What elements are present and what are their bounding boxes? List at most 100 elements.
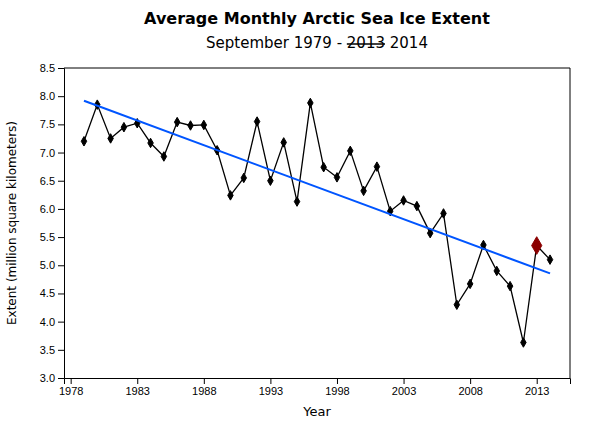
y-tick: 8.5 bbox=[40, 62, 64, 74]
x-tick: 2013 bbox=[525, 378, 549, 397]
fit-line bbox=[84, 101, 550, 274]
y-tick-label: 5.0 bbox=[40, 259, 55, 271]
y-tick-label: 4.5 bbox=[40, 287, 55, 299]
chart-svg: 1978 1983 1988 1993 1998 2003 2008 2013 3.0 3.5 4.… bbox=[0, 0, 590, 426]
y-axis: 3.0 3.5 4.0 4.5 5.0 5.5 6.0 6.5 7.0 7.5 8.0 8.5 bbox=[40, 62, 65, 384]
y-tick-mark bbox=[58, 96, 64, 97]
data-point bbox=[547, 255, 552, 264]
x-tick-label: 1998 bbox=[325, 385, 349, 397]
data-point bbox=[308, 98, 313, 107]
y-tick-mark bbox=[58, 265, 64, 266]
data-point bbox=[507, 281, 512, 290]
y-tick: 4.5 bbox=[40, 287, 64, 299]
plot-area bbox=[81, 98, 553, 347]
plot-frame bbox=[570, 68, 571, 378]
y-tick-mark bbox=[58, 124, 64, 125]
strikethrough bbox=[347, 43, 385, 45]
y-tick-mark bbox=[58, 350, 64, 351]
y-tick-label: 6.0 bbox=[40, 203, 55, 215]
x-tick-label: 1978 bbox=[59, 385, 83, 397]
y-tick-mark bbox=[58, 209, 64, 210]
data-point bbox=[108, 134, 113, 143]
y-tick: 3.0 bbox=[40, 372, 64, 384]
data-line bbox=[84, 103, 550, 343]
y-tick-mark bbox=[58, 378, 64, 379]
x-tick: 1988 bbox=[192, 378, 216, 397]
data-point bbox=[441, 209, 446, 218]
y-tick-mark bbox=[58, 322, 64, 323]
y-axis-line bbox=[58, 69, 65, 379]
plot-frame bbox=[64, 68, 570, 69]
x-axis-title: Year bbox=[302, 404, 331, 419]
data-point bbox=[348, 146, 353, 155]
data-point bbox=[454, 300, 459, 309]
data-point bbox=[467, 279, 472, 288]
y-tick-label: 5.5 bbox=[40, 231, 55, 243]
y-tick-label: 8.0 bbox=[40, 90, 55, 102]
y-tick: 4.0 bbox=[40, 316, 64, 328]
data-point bbox=[148, 138, 153, 147]
y-tick-label: 3.0 bbox=[40, 372, 55, 384]
x-tick-mark bbox=[537, 378, 538, 384]
y-tick: 7.0 bbox=[40, 147, 64, 159]
data-point bbox=[174, 117, 179, 126]
data-point bbox=[161, 152, 166, 161]
chart-container: 1978 1983 1988 1993 1998 2003 2008 2013 3.0 3.5 4.… bbox=[0, 0, 590, 426]
x-tick-mark bbox=[137, 378, 138, 384]
data-point bbox=[81, 137, 86, 146]
x-tick-label: 2008 bbox=[458, 385, 482, 397]
data-point bbox=[281, 138, 286, 147]
y-tick: 6.5 bbox=[40, 175, 64, 187]
y-tick-mark bbox=[58, 237, 64, 238]
subtitle: 2014 bbox=[385, 34, 428, 52]
x-tick-label: 2003 bbox=[392, 385, 416, 397]
y-tick-mark bbox=[58, 153, 64, 154]
x-tick: 1993 bbox=[259, 378, 283, 397]
data-point bbox=[521, 338, 526, 347]
x-tick: 2003 bbox=[392, 378, 416, 397]
y-tick: 8.0 bbox=[40, 90, 64, 102]
title: Average Monthly Arctic Sea Ice Extent bbox=[144, 9, 490, 28]
y-tick-label: 6.5 bbox=[40, 175, 55, 187]
y-tick-label: 7.5 bbox=[40, 118, 55, 130]
x-tick: 1978 bbox=[59, 378, 83, 397]
data-point bbox=[414, 201, 419, 210]
x-tick-mark bbox=[270, 378, 271, 384]
y-tick-label: 7.0 bbox=[40, 147, 55, 159]
x-tick-mark bbox=[71, 378, 72, 384]
data-point bbox=[241, 173, 246, 182]
y-tick-mark bbox=[58, 181, 64, 182]
data-point bbox=[321, 162, 326, 171]
data-point bbox=[334, 173, 339, 182]
x-tick-mark bbox=[337, 378, 338, 384]
y-tick: 5.5 bbox=[40, 231, 64, 243]
y-tick-mark bbox=[58, 293, 64, 294]
highlight-point bbox=[532, 237, 542, 255]
y-tick-label: 3.5 bbox=[40, 344, 55, 356]
y-tick-label: 8.5 bbox=[40, 62, 55, 74]
x-tick: 2008 bbox=[458, 378, 482, 397]
x-tick-label: 2013 bbox=[525, 385, 549, 397]
data-point bbox=[268, 176, 273, 185]
y-tick: 7.5 bbox=[40, 118, 64, 130]
data-point bbox=[294, 197, 299, 206]
x-tick-label: 1983 bbox=[125, 385, 149, 397]
x-axis-line bbox=[65, 379, 571, 385]
data-point bbox=[201, 120, 206, 129]
data-point bbox=[188, 121, 193, 130]
data-point bbox=[228, 191, 233, 200]
y-tick-label: 4.0 bbox=[40, 316, 55, 328]
data-point bbox=[121, 122, 126, 131]
x-tick: 1998 bbox=[325, 378, 349, 397]
x-axis: 1978 1983 1988 1993 1998 2003 2008 2013 bbox=[59, 378, 571, 397]
data-point bbox=[374, 162, 379, 171]
y-tick: 3.5 bbox=[40, 344, 64, 356]
y-tick: 5.0 bbox=[40, 259, 64, 271]
x-tick: 1983 bbox=[125, 378, 149, 397]
y-axis-title: Extent (million square kilometers) bbox=[5, 121, 19, 325]
x-tick-mark bbox=[204, 378, 205, 384]
x-tick-label: 1993 bbox=[259, 385, 283, 397]
y-tick: 6.0 bbox=[40, 203, 64, 215]
y-tick-mark bbox=[58, 68, 64, 69]
subtitle: September 1979 - bbox=[206, 34, 347, 52]
